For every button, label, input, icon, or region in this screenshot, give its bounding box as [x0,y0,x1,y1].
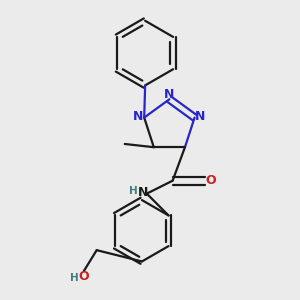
Text: N: N [164,88,175,101]
Text: N: N [138,187,149,200]
Text: N: N [195,110,206,123]
Text: N: N [133,110,144,123]
Text: O: O [79,271,89,284]
Text: H: H [129,186,138,196]
Text: H: H [70,273,79,283]
Text: O: O [206,174,216,187]
